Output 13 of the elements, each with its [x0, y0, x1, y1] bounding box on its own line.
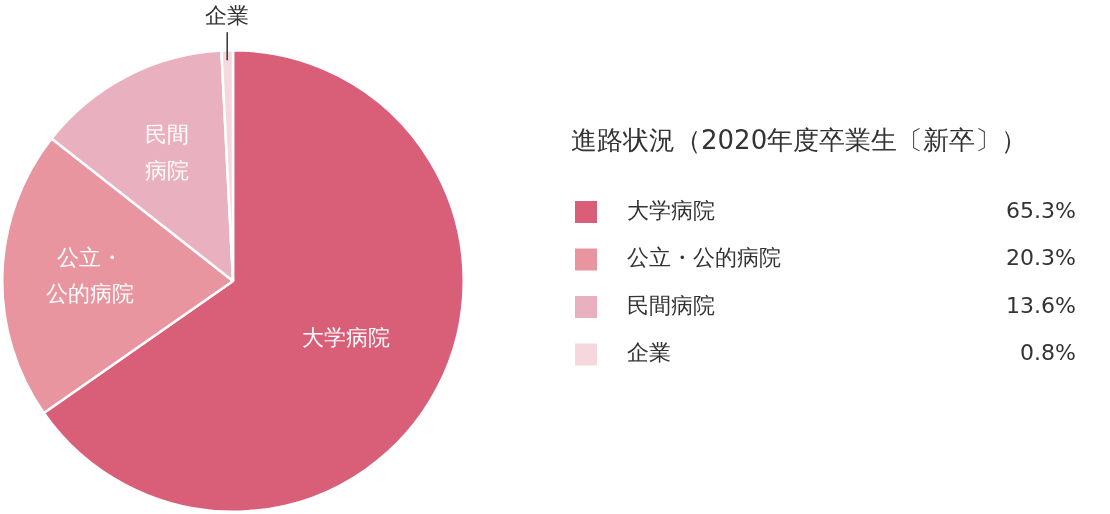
data-label: 65.3%	[1006, 197, 1076, 223]
legend-label: 企業	[627, 340, 671, 366]
data-label: 0.8%	[1020, 340, 1076, 366]
text: 公立・公的病院	[45, 244, 134, 306]
legend-label: 民間病院	[627, 292, 715, 318]
slice-label: 企業	[205, 3, 250, 29]
data-label: 13.6%	[1006, 292, 1076, 318]
legend-label: 大学病院	[627, 197, 715, 223]
slice-label: 大学病院	[301, 325, 390, 351]
text: 民間病院	[145, 121, 190, 183]
data-label: 20.3%	[1006, 245, 1076, 271]
legend-label: 公立・公的病院	[627, 245, 781, 271]
text: 進路状況（2020年度卒業生〔新卒〕）	[571, 124, 1028, 155]
